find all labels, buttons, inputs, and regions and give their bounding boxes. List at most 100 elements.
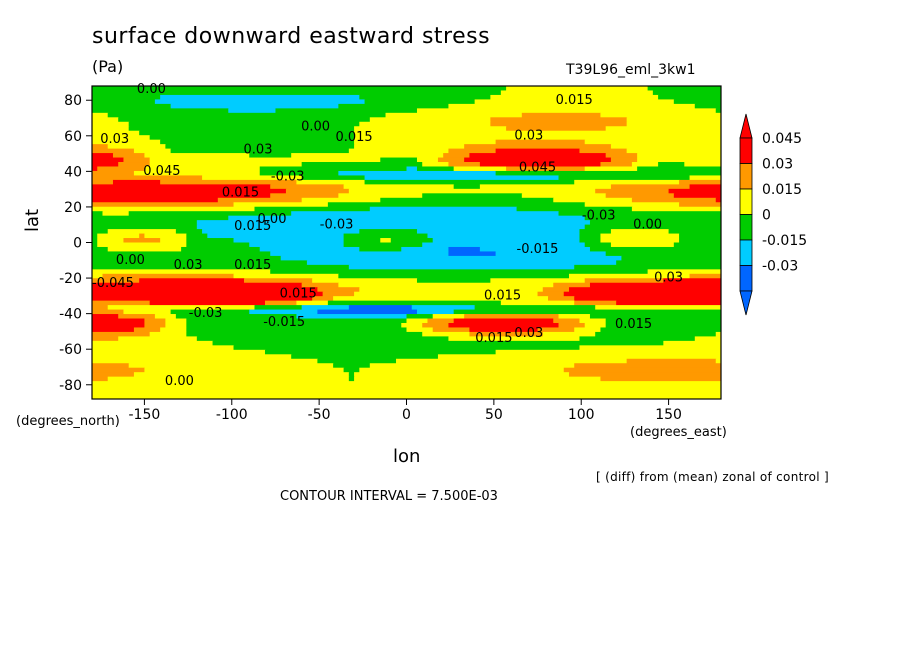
heatmap-cell xyxy=(296,300,329,306)
heatmap-cell xyxy=(149,300,266,306)
heatmap-cell xyxy=(359,367,565,373)
heatmap-cell xyxy=(92,184,271,190)
heatmap-cell xyxy=(694,336,721,342)
heatmap-cell xyxy=(160,238,187,244)
heatmap-cell xyxy=(343,184,455,190)
heatmap-cell xyxy=(448,322,560,329)
heatmap-cell xyxy=(579,345,721,351)
heatmap-cell xyxy=(516,206,633,212)
heatmap-cell xyxy=(631,206,721,212)
heatmap-cell xyxy=(359,246,402,253)
heatmap-cell xyxy=(196,220,591,226)
heatmap-cell xyxy=(92,305,109,311)
heatmap-cell xyxy=(133,327,161,333)
heatmap-cell xyxy=(348,188,596,194)
heatmap-cell xyxy=(92,157,125,163)
heatmap-cell xyxy=(139,233,146,239)
heatmap-cell xyxy=(647,86,721,92)
heatmap-cell xyxy=(92,153,114,159)
heatmap-cell xyxy=(92,269,271,275)
heatmap-cell xyxy=(149,162,303,168)
heatmap-cell xyxy=(175,229,203,235)
heatmap-cell xyxy=(312,296,334,302)
heatmap-cell xyxy=(469,327,539,333)
heatmap-cell xyxy=(574,179,680,185)
contour-label: 0.03 xyxy=(514,128,543,143)
heatmap-cell xyxy=(658,162,685,168)
heatmap-cell xyxy=(464,157,612,163)
heatmap-cell xyxy=(584,242,612,248)
heatmap-cell xyxy=(186,331,423,337)
heatmap-cell xyxy=(186,233,208,239)
heatmap-cell xyxy=(92,144,109,150)
heatmap-cell xyxy=(270,193,339,199)
heatmap-cell xyxy=(338,273,570,279)
heatmap-cell xyxy=(568,287,721,293)
heatmap-cell xyxy=(92,372,135,378)
heatmap-cell xyxy=(663,278,721,284)
heatmap-cell xyxy=(652,90,721,96)
heatmap-cell xyxy=(679,202,721,208)
heatmap-cell xyxy=(385,112,523,118)
heatmap-cell xyxy=(196,224,586,230)
heatmap-cell xyxy=(92,322,146,329)
heatmap-cell xyxy=(92,331,151,337)
heatmap-cell xyxy=(359,94,491,101)
heatmap-cell xyxy=(133,148,172,154)
heatmap-cell xyxy=(92,121,130,127)
heatmap-cell xyxy=(411,305,476,311)
heatmap-cell xyxy=(92,318,146,324)
heatmap-cell xyxy=(97,242,187,248)
heatmap-cell xyxy=(327,202,586,208)
heatmap-cell xyxy=(249,242,345,248)
heatmap-cell xyxy=(92,215,229,221)
heatmap-cell xyxy=(453,318,554,324)
heatmap-cell xyxy=(202,229,360,235)
heatmap-cell xyxy=(579,233,602,239)
heatmap-cell xyxy=(600,376,721,382)
heatmap-cell xyxy=(631,197,717,203)
heatmap-cell xyxy=(92,86,507,92)
heatmap-cell xyxy=(170,309,250,315)
heatmap-cell xyxy=(584,215,721,221)
heatmap-cell xyxy=(107,376,350,382)
chart-units: (Pa) xyxy=(92,57,124,76)
heatmap-cell xyxy=(568,273,691,279)
heatmap-cell xyxy=(626,121,721,127)
heatmap-cell xyxy=(343,238,381,244)
heatmap-cell xyxy=(92,233,98,239)
heatmap-cell xyxy=(610,157,638,163)
contour-label: 0.045 xyxy=(143,164,180,179)
heatmap-cell xyxy=(92,242,98,248)
colorbar-segment xyxy=(739,137,753,164)
heatmap-cell xyxy=(380,157,418,163)
heatmap-cell xyxy=(500,90,654,96)
heatmap-cell xyxy=(495,349,721,355)
heatmap-cell xyxy=(626,358,717,364)
heatmap-cell xyxy=(605,126,721,132)
heatmap-cell xyxy=(605,322,721,329)
heatmap-cell xyxy=(92,282,303,288)
heatmap-cell xyxy=(521,112,602,118)
heatmap-cell xyxy=(380,197,554,203)
heatmap-cell xyxy=(133,170,261,177)
heatmap-cell xyxy=(128,211,292,217)
heatmap-cell xyxy=(579,318,607,324)
colorbar-top-arrow xyxy=(739,113,753,139)
heatmap-cell xyxy=(422,162,450,168)
heatmap-cell xyxy=(380,238,392,244)
heatmap-cell xyxy=(663,340,721,346)
heatmap-cell xyxy=(270,269,649,275)
heatmap-cell xyxy=(165,318,187,324)
heatmap-cell xyxy=(542,331,596,337)
heatmap-cell xyxy=(495,170,721,177)
heatmap-cell xyxy=(149,157,381,163)
heatmap-cell xyxy=(333,363,371,369)
heatmap-cell xyxy=(432,327,470,333)
contour-label: 0.015 xyxy=(556,93,593,108)
x-tick-label: 0 xyxy=(402,407,411,423)
heatmap-cell xyxy=(144,318,166,324)
heatmap-cell xyxy=(333,296,549,302)
contour-label: 0.03 xyxy=(100,132,129,147)
y-tick-label: -80 xyxy=(59,378,82,394)
